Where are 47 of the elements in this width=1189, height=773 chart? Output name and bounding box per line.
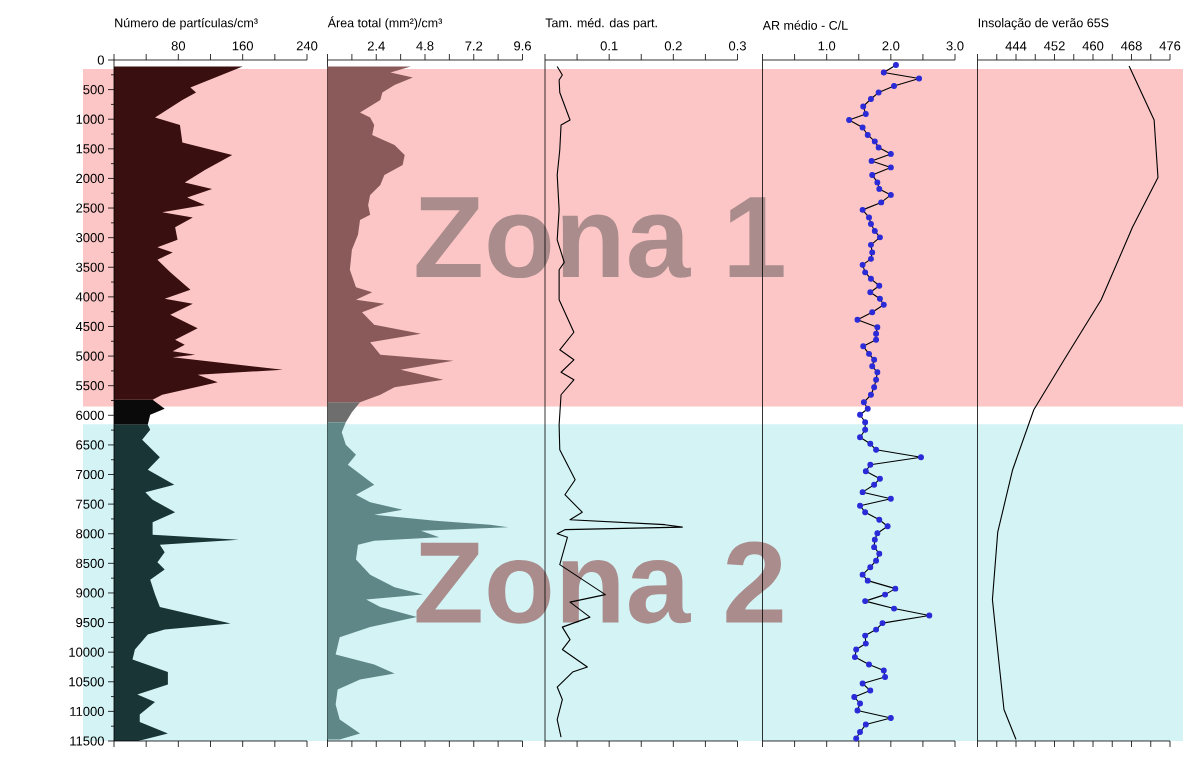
chart-title: Tam. méd. das part. <box>545 18 657 30</box>
y-tick-label: 6500 <box>76 440 104 450</box>
x-tick-label: 0.1 <box>600 41 618 51</box>
y-tick-label: 11500 <box>70 736 104 746</box>
y-tick-label: 2000 <box>76 173 104 184</box>
y-tick-label: 11000 <box>70 706 104 716</box>
y-tick-label: 8000 <box>76 529 104 539</box>
y-tick-label: 10000 <box>69 647 104 657</box>
x-tick-label: 7.2 <box>465 41 483 51</box>
x-tick-label: 460 <box>1082 41 1104 51</box>
x-tick-label: 468 <box>1120 41 1142 51</box>
y-tick-label: 6000 <box>76 410 104 420</box>
y-tick-label: 9500 <box>76 617 104 628</box>
chart-title: AR médio - C/L <box>762 20 848 30</box>
y-tick-label: 4000 <box>75 292 104 302</box>
x-tick-label: 80 <box>171 41 186 51</box>
x-tick-label: 2.0 <box>882 41 900 51</box>
y-tick-label: 0 <box>97 55 104 65</box>
x-tick-label: 3.0 <box>946 41 964 51</box>
y-tick-label: 10500 <box>69 677 104 687</box>
x-tick-label: 2.4 <box>367 41 385 51</box>
y-tick-label: 9000 <box>76 588 104 598</box>
x-tick-label: 0.3 <box>728 41 746 51</box>
x-tick-label: 444 <box>1005 41 1027 51</box>
y-tick-label: 5500 <box>76 381 104 391</box>
y-tick-label: 7500 <box>76 499 104 509</box>
y-tick-label: 7000 <box>76 469 104 480</box>
y-tick-label: 1500 <box>76 144 104 154</box>
y-tick-label: 3500 <box>76 262 104 272</box>
y-tick-label: 5000 <box>76 351 104 361</box>
y-tick-label: 1000 <box>76 114 104 124</box>
y-tick-label: 500 <box>83 85 104 95</box>
x-tick-label: 9.6 <box>514 41 531 51</box>
x-tick-label: 476 <box>1159 41 1181 51</box>
chart-title: Área total (mm²)/cm³ <box>327 16 443 30</box>
chart-title: Número de partículas/cm³ <box>115 18 258 30</box>
y-tick-label: 2500 <box>76 203 104 213</box>
x-tick-label: 1.0 <box>818 41 836 51</box>
x-tick-label: 0.2 <box>664 41 682 51</box>
y-tick-label: 8500 <box>76 558 104 568</box>
x-tick-label: 452 <box>1043 41 1065 51</box>
y-tick-label: 3000 <box>76 233 104 243</box>
x-tick-label: 4.8 <box>416 41 434 51</box>
x-tick-label: 160 <box>232 41 254 51</box>
x-tick-label: 240 <box>296 41 318 51</box>
y-tick-label: 4500 <box>75 321 104 332</box>
chart-title: Insolação de verão 65S <box>978 18 1109 30</box>
